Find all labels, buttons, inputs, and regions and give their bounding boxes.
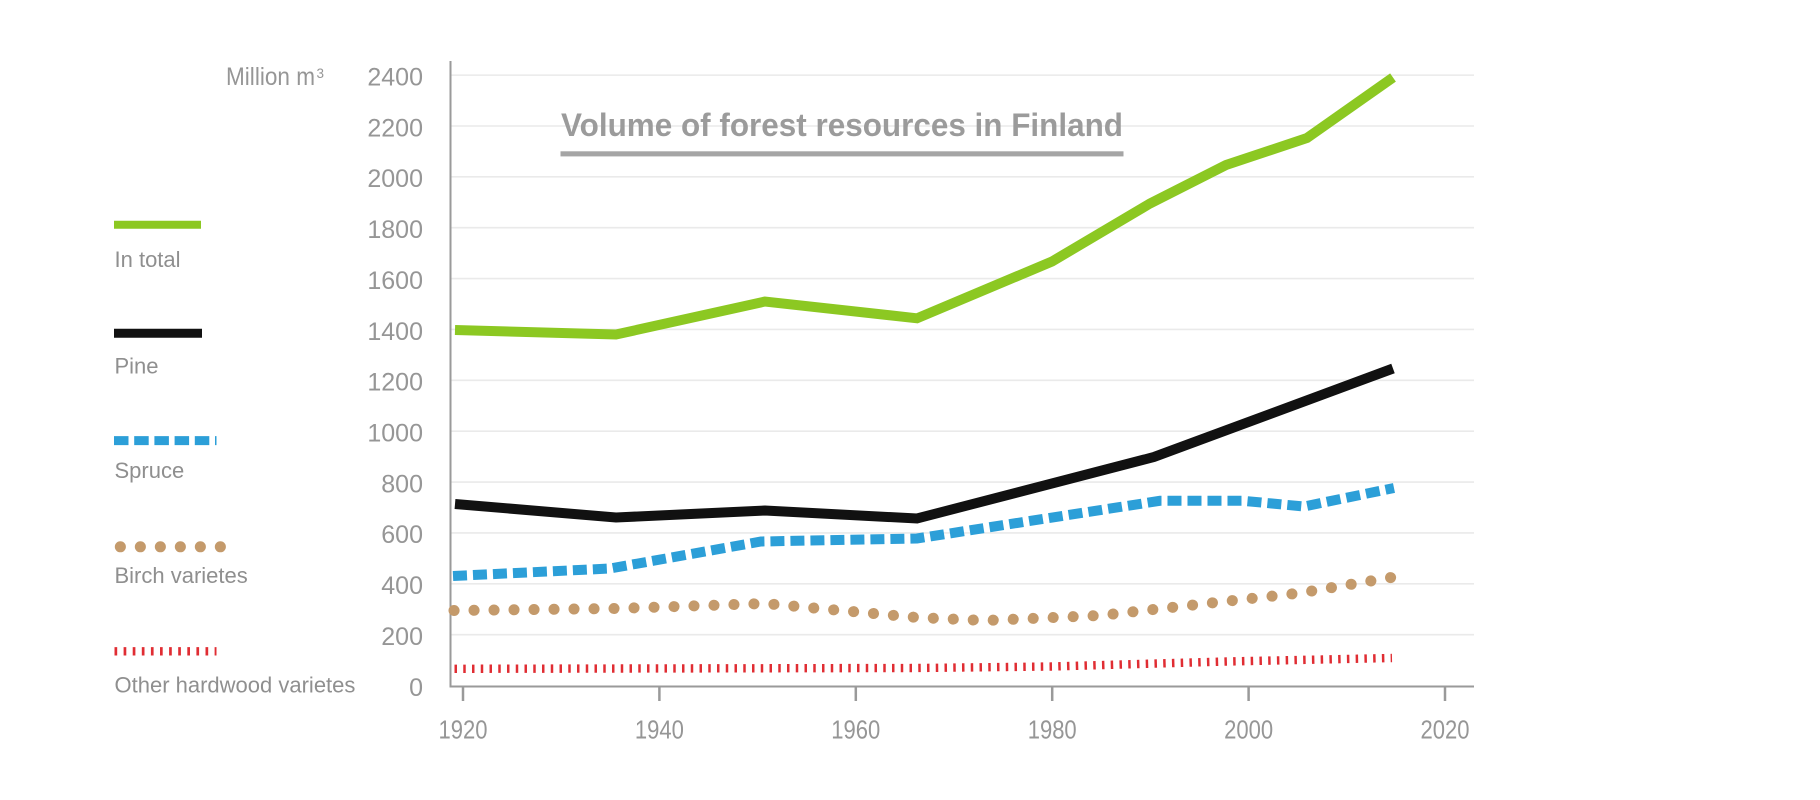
svg-text:0: 0 bbox=[409, 674, 423, 702]
svg-text:3: 3 bbox=[317, 66, 325, 81]
svg-text:1960: 1960 bbox=[831, 715, 880, 745]
svg-text:1200: 1200 bbox=[367, 369, 423, 397]
svg-text:600: 600 bbox=[381, 521, 423, 549]
svg-text:1940: 1940 bbox=[635, 715, 684, 745]
svg-text:Volume of forest resources in: Volume of forest resources in Finland bbox=[561, 107, 1123, 143]
svg-text:200: 200 bbox=[381, 623, 423, 651]
svg-text:Other hardwood varietes: Other hardwood varietes bbox=[115, 672, 356, 697]
svg-text:2020: 2020 bbox=[1421, 715, 1470, 745]
svg-text:1600: 1600 bbox=[367, 267, 423, 295]
svg-text:Spruce: Spruce bbox=[115, 458, 185, 483]
svg-text:Pine: Pine bbox=[115, 354, 159, 379]
svg-text:1980: 1980 bbox=[1028, 715, 1077, 745]
svg-text:1000: 1000 bbox=[367, 420, 423, 448]
svg-text:2200: 2200 bbox=[367, 114, 423, 142]
svg-text:2400: 2400 bbox=[367, 63, 423, 91]
svg-text:2000: 2000 bbox=[367, 165, 423, 193]
svg-text:Birch varietes: Birch varietes bbox=[115, 563, 248, 588]
svg-text:Million m: Million m bbox=[226, 63, 315, 91]
svg-text:400: 400 bbox=[381, 572, 423, 600]
svg-text:800: 800 bbox=[381, 470, 423, 498]
svg-text:1400: 1400 bbox=[367, 318, 423, 346]
svg-text:2000: 2000 bbox=[1224, 715, 1273, 745]
svg-text:1800: 1800 bbox=[367, 216, 423, 244]
svg-text:1920: 1920 bbox=[439, 715, 488, 745]
svg-text:In total: In total bbox=[115, 247, 181, 272]
